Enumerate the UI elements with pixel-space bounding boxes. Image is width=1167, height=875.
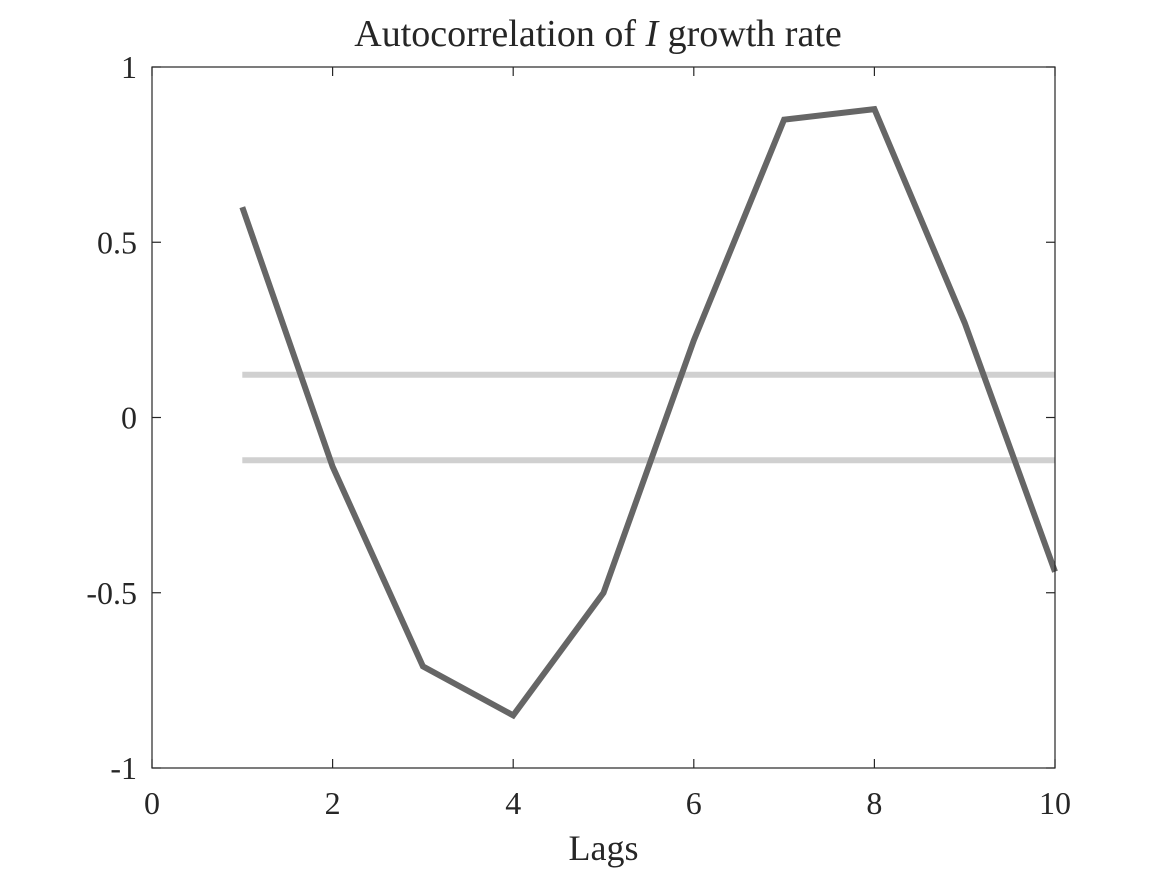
confidence-bounds bbox=[242, 371, 1055, 464]
series-line-1 bbox=[239, 105, 1058, 720]
x-tick-label: 0 bbox=[144, 785, 160, 821]
data-point-lag-2 bbox=[332, 466, 333, 467]
y-tick-label: 1 bbox=[121, 49, 137, 85]
data-point-lag-1 bbox=[242, 207, 243, 208]
data-point-lag-8 bbox=[874, 109, 875, 110]
data-point-lag-3 bbox=[422, 666, 423, 667]
x-axis-label: Lags bbox=[569, 828, 639, 868]
x-tick-label: 10 bbox=[1039, 785, 1071, 821]
chart-title: Autocorrelation of I growth rate bbox=[354, 13, 842, 55]
title-suffix: growth rate bbox=[658, 13, 842, 55]
series-layer bbox=[239, 105, 1058, 720]
y-tick-label: 0 bbox=[121, 400, 137, 436]
y-tick-label: -1 bbox=[110, 750, 137, 786]
plot-frame bbox=[151, 66, 1056, 769]
title-prefix: Autocorrelation of bbox=[354, 13, 645, 55]
data-point-lag-9 bbox=[964, 322, 965, 323]
title-variable: I bbox=[644, 13, 660, 55]
axis-ticks: 0 2 4 6 8 10 1 0.5 0 -0.5 -1 bbox=[86, 49, 1071, 821]
data-point-lag-7 bbox=[784, 119, 785, 120]
data-point-lag-5 bbox=[603, 592, 604, 593]
x-tick-label: 2 bbox=[325, 785, 341, 821]
data-point-lag-4 bbox=[513, 715, 514, 716]
data-point-lag-6 bbox=[693, 340, 694, 341]
x-tick-label: 6 bbox=[686, 785, 702, 821]
y-tick-label: 0.5 bbox=[97, 224, 137, 260]
x-tick-label: 8 bbox=[866, 785, 882, 821]
x-tick-label: 4 bbox=[505, 785, 521, 821]
y-tick-label: -0.5 bbox=[86, 575, 137, 611]
